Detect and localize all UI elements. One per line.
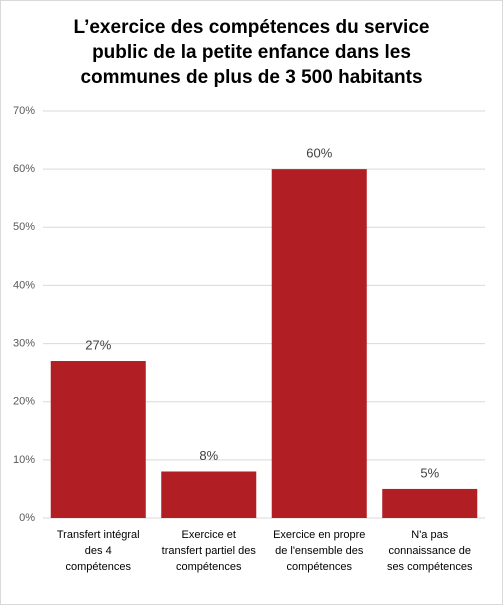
y-tick-label: 40% xyxy=(13,279,35,291)
bar xyxy=(50,361,146,518)
y-tick-label: 10% xyxy=(13,454,35,466)
x-tick-label: Transfert intégral des 4 compétences xyxy=(56,529,140,573)
y-tick-label: 20% xyxy=(13,396,35,408)
x-tick-label: Exercice en propre de l'ensemble des com… xyxy=(273,529,366,573)
y-tick-label: 30% xyxy=(13,337,35,349)
x-tick-label: Exercice et transfert partiel des compét… xyxy=(161,529,256,573)
data-label: 5% xyxy=(420,465,439,480)
bar xyxy=(161,471,257,518)
data-label: 8% xyxy=(199,448,218,463)
y-tick-label: 0% xyxy=(19,512,35,524)
data-label: 60% xyxy=(306,146,332,161)
chart-title: L’exercice des compétences du service pu… xyxy=(73,17,430,88)
y-tick-label: 70% xyxy=(13,105,35,117)
bar xyxy=(382,488,478,518)
bar xyxy=(271,169,367,518)
y-tick-label: 60% xyxy=(13,163,35,175)
x-tick-label: N'a pas connaissance de ses compétences xyxy=(386,529,473,573)
y-tick-label: 50% xyxy=(13,221,35,233)
data-label: 27% xyxy=(85,337,111,352)
